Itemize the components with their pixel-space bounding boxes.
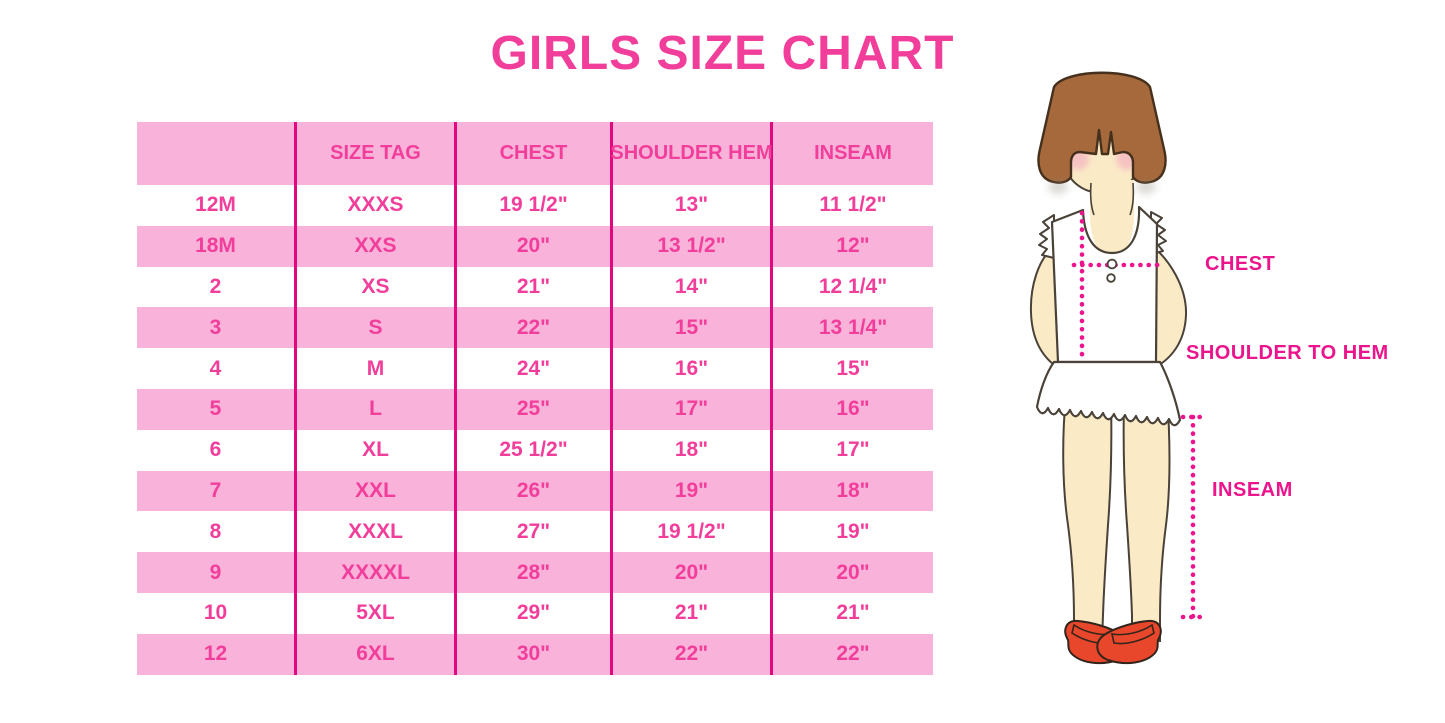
table-cell: XL: [297, 429, 457, 471]
table-cell: S: [297, 307, 457, 349]
table-cell: 19": [836, 519, 870, 543]
chest-label: CHEST: [1205, 253, 1276, 275]
table-cell: 22": [457, 307, 613, 349]
table-cell: 15": [613, 307, 773, 349]
skirt: [1035, 360, 1182, 427]
table-cell: 28": [457, 552, 613, 593]
table-cell: 20": [457, 225, 613, 267]
table-cell: 14": [613, 266, 773, 308]
table-cell: M: [297, 348, 457, 389]
girl-figure-drawing: [1029, 71, 1207, 665]
hair-shadow-left: [1048, 180, 1068, 194]
hair: [1037, 71, 1167, 184]
table-cell: 26": [457, 470, 613, 512]
shoulder-to-hem-label: SHOULDER TO HEM: [1186, 342, 1389, 364]
top-bodice: [1050, 205, 1159, 364]
table-cell: L: [297, 388, 457, 430]
table-cell: 12 1/4": [818, 274, 888, 298]
column-header: CHEST: [457, 122, 613, 185]
neck: [1090, 180, 1134, 255]
table-cell: 13 1/4": [773, 307, 933, 349]
column-header: INSEAM: [773, 122, 933, 185]
shoe-strap-right: [1110, 623, 1155, 645]
button-top: [1106, 258, 1118, 270]
table-cell: 21": [457, 266, 613, 308]
column-header: SHOULDER HEM: [610, 122, 773, 185]
table-cell: 17": [613, 388, 773, 430]
table-cell: XS: [297, 266, 457, 308]
table-cell: 13 1/2": [613, 225, 773, 267]
table-cell: 22": [773, 633, 933, 675]
button-bottom: [1106, 273, 1116, 283]
table-cell: 5XL: [297, 592, 457, 634]
table-cell: XXXXL: [297, 552, 457, 593]
table-cell: 12M: [137, 185, 297, 226]
table-cell: 12": [773, 225, 933, 267]
hair-shadow-right: [1136, 180, 1156, 194]
table-cell: 30": [457, 633, 613, 675]
size-table: SIZE TAG CHEST SHOULDER HEM INSEAM 12M XXXS 19…: [137, 122, 933, 675]
table-cell: 20": [773, 552, 933, 593]
table-cell: 4: [137, 348, 297, 389]
table-cell: 21": [836, 601, 870, 625]
leg-left: [1062, 393, 1113, 642]
inseam-label: INSEAM: [1212, 479, 1293, 501]
table-cell: 19 1/2": [613, 511, 773, 553]
table-cell: 18": [613, 429, 773, 471]
table-cell: 15": [836, 356, 870, 380]
table-cell: XXL: [297, 470, 457, 512]
table-cell: 25": [457, 388, 613, 430]
table-cell: 24": [457, 348, 613, 389]
column-header: SIZE TAG: [297, 122, 457, 185]
table-cell: 18": [773, 470, 933, 512]
table-cell: 9: [137, 552, 297, 593]
table-cell: 16": [773, 388, 933, 430]
table-cell: 17": [836, 438, 870, 462]
table-cell: 3: [137, 307, 297, 349]
table-cell: 10: [137, 592, 297, 634]
table-cell: 6XL: [297, 633, 457, 675]
table-cell: 18M: [137, 225, 297, 267]
neck-line-left: [1089, 182, 1095, 216]
table-cell: XXXL: [297, 511, 457, 553]
table-cell: 25 1/2": [457, 429, 613, 471]
table-cell: 16": [613, 348, 773, 389]
table-cell: 5: [137, 388, 297, 430]
sleeve-ruffle-left: [1038, 214, 1055, 259]
table-cell: 29": [457, 592, 613, 634]
girl-figure-illustration: CHEST SHOULDER TO HEM INSEAM: [990, 55, 1445, 715]
table-cell: 6: [137, 429, 297, 471]
leg-right: [1122, 393, 1171, 642]
table-cell: XXS: [297, 225, 457, 267]
table-cell: 20": [613, 552, 773, 593]
table-cell: 7: [137, 470, 297, 512]
table-cell: 19 1/2": [457, 185, 613, 226]
column-header: [137, 122, 297, 185]
table-cell: 21": [613, 592, 773, 634]
page-title: GIRLS SIZE CHART: [490, 27, 955, 80]
table-cell: 11 1/2": [819, 193, 887, 217]
table-cell: 12: [137, 633, 297, 675]
table-cell: XXXS: [297, 185, 457, 226]
table-cell: 27": [457, 511, 613, 553]
table-cell: 2: [137, 266, 297, 308]
table-cell: 19": [613, 470, 773, 512]
neck-line-right: [1129, 182, 1135, 216]
table-cell: 22": [613, 633, 773, 675]
table-cell: 8: [137, 511, 297, 553]
table-cell: 13": [613, 185, 773, 226]
